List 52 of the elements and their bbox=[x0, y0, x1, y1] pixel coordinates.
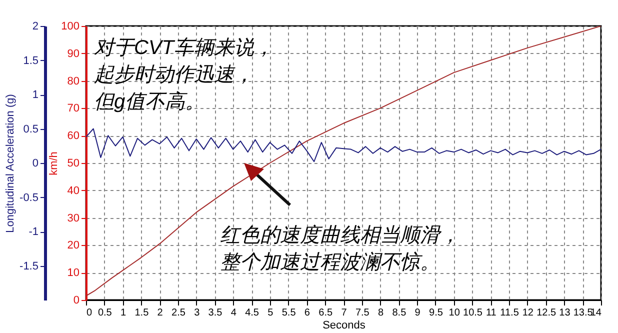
x-tick-label: 9.5 bbox=[429, 308, 444, 318]
x-tick-label: 11.5 bbox=[500, 308, 520, 318]
y2-tick-label: 0 bbox=[32, 158, 38, 170]
y-tick-label: 90 bbox=[67, 48, 80, 60]
x-tick-label: 12.5 bbox=[536, 308, 556, 318]
y-axis-title: km/h bbox=[48, 152, 60, 176]
y-tick-label: 10 bbox=[67, 267, 80, 280]
x-tick-label: 10 bbox=[448, 308, 460, 318]
y2-tick-label: 1.5 bbox=[23, 54, 38, 67]
y-tick-label: 20 bbox=[67, 240, 80, 252]
y2-tick-label: -0.5 bbox=[20, 192, 38, 204]
x-axis-title: Seconds bbox=[322, 320, 366, 332]
annotation: 对于CVT车辆来说，起步时动作迅速，但g值不高。 bbox=[94, 37, 274, 113]
line-series bbox=[86, 128, 601, 162]
x-tick-label: 8 bbox=[378, 308, 384, 318]
x-tick-label: 1 bbox=[120, 308, 127, 318]
y2-tick-label: 0.5 bbox=[23, 123, 38, 136]
x-tick-label: 7 bbox=[341, 308, 348, 318]
x-tick-label: 3 bbox=[194, 308, 200, 318]
y-tick-label: 40 bbox=[67, 184, 80, 197]
x-tick-label: 3.5 bbox=[208, 308, 223, 318]
y-tick-label: 50 bbox=[67, 158, 80, 170]
x-tick-label: 7.5 bbox=[355, 308, 370, 318]
y-tick-label: 100 bbox=[61, 20, 80, 32]
x-tick-label: 4.5 bbox=[245, 308, 260, 318]
y-tick-label: 80 bbox=[67, 75, 80, 88]
x-tick-label: 5 bbox=[268, 308, 274, 318]
x-tick-label: 6.5 bbox=[318, 308, 333, 318]
x-tick-label: 2 bbox=[157, 308, 164, 318]
x-tick-label: 4 bbox=[230, 308, 237, 318]
x-tick-label: 1.5 bbox=[134, 308, 150, 318]
x-tick-label: 5.5 bbox=[282, 308, 296, 318]
x-tick-label: 0.5 bbox=[98, 308, 112, 318]
x-tick-label: 13 bbox=[559, 308, 571, 318]
y2-tick-label: 2 bbox=[32, 20, 38, 32]
y-tick-label: 0 bbox=[73, 294, 80, 306]
x-tick-label: 0 bbox=[86, 308, 92, 318]
x-tick-label: 10.5 bbox=[463, 308, 483, 318]
y-tick-label: 60 bbox=[67, 130, 80, 142]
x-tick-label: 2.5 bbox=[172, 308, 186, 318]
y2-tick-label: -1 bbox=[28, 226, 38, 238]
x-tick-label: 9 bbox=[414, 308, 421, 318]
x-tick-label: 6 bbox=[304, 308, 310, 318]
y2-axis-title: Longitudinal Acceleration (g) bbox=[4, 94, 17, 233]
y-tick-label: 70 bbox=[67, 102, 80, 115]
x-tick-label: 11 bbox=[486, 308, 497, 318]
y2-tick-label: 1 bbox=[32, 89, 38, 101]
annotation: 红色的速度曲线相当顺滑，整个加速过程波澜不惊。 bbox=[220, 224, 460, 274]
y2-tick-label: -1.5 bbox=[20, 260, 38, 272]
x-tick-label: 12 bbox=[522, 308, 534, 318]
x-tick-label: 8.5 bbox=[392, 308, 407, 318]
y-tick-label: 30 bbox=[67, 212, 80, 224]
